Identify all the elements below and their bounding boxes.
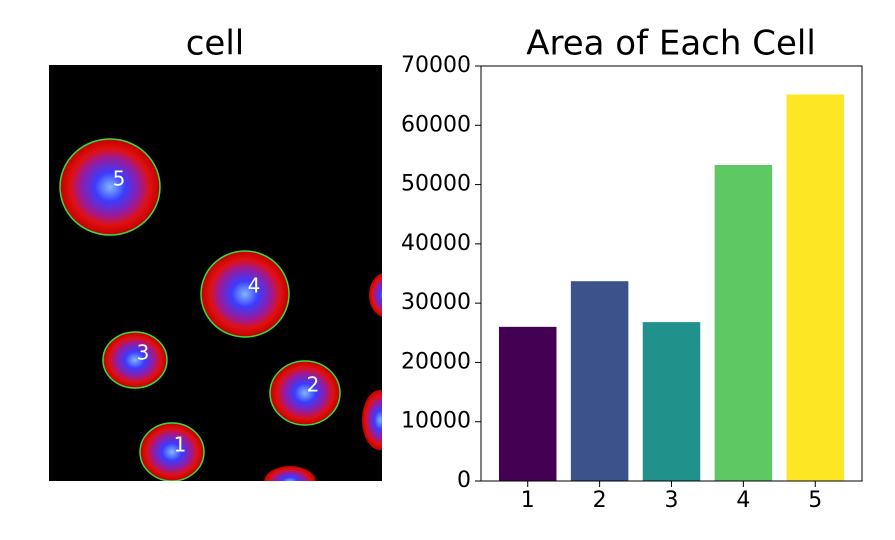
y-tick-label: 20000 [401,349,471,374]
cell-label: 3 [137,341,150,365]
cell-blob [269,360,341,426]
bar [498,326,557,481]
cell-blob [59,138,161,236]
image-title: cell [186,24,245,64]
cell-blob [362,390,382,450]
cell-label: 1 [174,433,187,457]
bar [714,165,773,481]
y-tick-label: 50000 [401,172,471,197]
bar [786,94,845,481]
x-tick-label: 3 [665,488,679,513]
cell-blob [200,250,290,338]
cell-blob [102,331,168,389]
y-tick-label: 0 [457,468,471,493]
plot-frame [480,65,863,482]
x-tick-label: 1 [521,488,535,513]
cell-blob [264,466,316,481]
cell-blob [369,273,382,317]
y-tick-label: 10000 [401,409,471,434]
y-tick-label: 30000 [401,290,471,315]
x-tick-label: 4 [736,488,750,513]
y-tick-label: 60000 [401,112,471,137]
cell-label: 4 [248,274,261,298]
bar [570,281,629,481]
x-tick-label: 5 [808,488,822,513]
bar [642,322,701,481]
chart-title: Area of Each Cell [526,24,816,64]
cell-image: 1 2 3 4 5 [49,65,382,481]
cell-label: 2 [307,373,320,397]
cell-blob [139,422,205,481]
y-tick-label: 70000 [401,53,471,78]
cell-label: 5 [113,167,126,191]
y-tick-label: 40000 [401,231,471,256]
cells [59,138,382,481]
x-tick-label: 2 [593,488,607,513]
